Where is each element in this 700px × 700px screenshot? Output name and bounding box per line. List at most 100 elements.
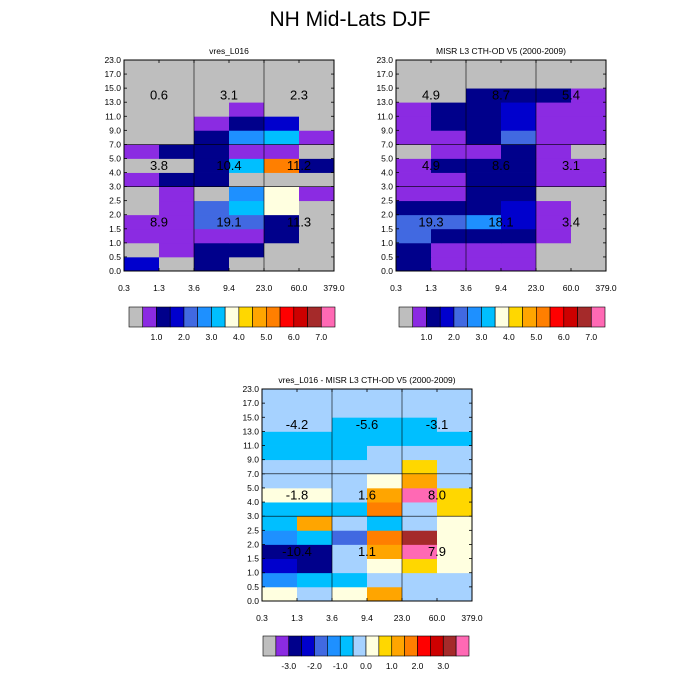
heatmap-cell — [437, 586, 473, 602]
heatmap-cell — [264, 256, 300, 272]
heatmap-cell — [262, 431, 298, 446]
heatmap-cell — [159, 200, 195, 216]
heatmap-cell — [229, 214, 265, 230]
heatmap-cell — [194, 186, 230, 202]
colorbar-box — [426, 306, 441, 328]
heatmap-cell — [402, 572, 438, 588]
group-value-label: 11.3 — [287, 214, 311, 229]
heatmap-cell — [264, 74, 300, 89]
heatmap-cell — [571, 200, 607, 216]
heatmap-cell — [466, 158, 502, 173]
y-tick-label: 4.0 — [109, 168, 121, 178]
heatmap-cell — [501, 116, 537, 131]
group-value-label: 7.9 — [428, 544, 446, 559]
colorbar-label: 1.0 — [151, 332, 163, 342]
heatmap-cell — [402, 473, 438, 489]
heatmap-cell — [466, 144, 502, 159]
colorbar-box — [417, 635, 431, 657]
colorbar-box — [365, 635, 380, 657]
heatmap-cell — [332, 445, 368, 461]
heatmap-cell — [437, 572, 473, 588]
colorbar-label: -3.0 — [281, 661, 296, 671]
heatmap-cell — [299, 158, 335, 173]
heatmap-cell — [124, 214, 160, 230]
y-tick-label: 13.0 — [376, 97, 393, 107]
heatmap-cell — [571, 144, 607, 159]
group-value-label: 0.6 — [150, 88, 168, 103]
heatmap-cell — [396, 102, 432, 117]
group-value-label: 3.8 — [150, 158, 168, 173]
group-value-label: 8.6 — [492, 158, 510, 173]
heatmap-cell — [396, 158, 432, 173]
heatmap-cell — [264, 116, 300, 131]
y-tick-label: 13.0 — [104, 97, 121, 107]
y-tick-label: 2.0 — [381, 210, 393, 220]
heatmap-cell — [501, 228, 537, 244]
colorbar-box — [320, 306, 336, 328]
heatmap-cell — [194, 242, 230, 258]
heatmap-cell — [262, 459, 298, 475]
group-value-label: 18.1 — [488, 214, 513, 229]
heatmap-cell — [536, 186, 572, 202]
y-tick-label: 9.0 — [381, 125, 393, 135]
colorbar-box — [412, 306, 427, 328]
heatmap-cell — [264, 88, 300, 103]
group-value-label: 1.1 — [358, 544, 376, 559]
x-tick-label: 60.0 — [563, 283, 580, 293]
y-tick-label: 0.0 — [247, 596, 259, 606]
heatmap-cell — [437, 473, 473, 489]
heatmap-cell — [297, 572, 333, 588]
heatmap-cell — [262, 473, 298, 489]
heatmap-cell — [124, 186, 160, 202]
heatmap-cell — [262, 516, 298, 531]
heatmap-cell — [264, 172, 300, 187]
heatmap-cell — [297, 586, 333, 602]
y-tick-label: 9.0 — [109, 125, 121, 135]
heatmap-cell — [297, 502, 333, 517]
heatmap-cell — [396, 256, 432, 272]
y-tick-label: 4.0 — [247, 497, 259, 507]
x-tick-label: 1.3 — [291, 613, 303, 623]
heatmap-cell — [194, 60, 230, 75]
colorbar-label: 5.0 — [530, 332, 542, 342]
colorbar-label: 3.0 — [475, 332, 487, 342]
colorbar-box — [577, 306, 592, 328]
heatmap-cell — [124, 144, 160, 159]
heatmap-cell — [262, 544, 298, 559]
y-tick-label: 17.0 — [376, 69, 393, 79]
colorbar-box — [314, 635, 328, 657]
panel-title: vres_L016 — [209, 46, 249, 56]
heatmap-cell — [402, 431, 438, 446]
heatmap-cell — [264, 200, 300, 216]
heatmap-cell — [501, 144, 537, 159]
heatmap-cell — [466, 130, 502, 145]
heatmap-cell — [571, 60, 607, 75]
heatmap-cell — [437, 544, 473, 559]
heatmap-cell — [402, 502, 438, 517]
heatmap-cell — [437, 431, 473, 446]
colorbar-box — [404, 635, 418, 657]
heatmap-cell — [367, 487, 403, 503]
colorbar-box — [398, 306, 414, 328]
group-value-label: -1.8 — [286, 488, 308, 503]
heatmap-cell — [262, 445, 298, 461]
heatmap-cell — [229, 200, 265, 216]
heatmap-cell — [299, 116, 335, 131]
heatmap-cell — [501, 102, 537, 117]
panel-observation: MISR L3 CTH-OD V5 (2000-2009) 0.0 0.5 1.0 1.… — [376, 46, 616, 293]
heatmap-cell — [332, 431, 368, 446]
y-tick-label: 3.0 — [109, 182, 121, 192]
y-tick-label: 23.0 — [376, 55, 393, 65]
heatmap-cell — [262, 558, 298, 574]
heatmap-cell — [229, 88, 265, 103]
y-tick-label: 0.5 — [247, 582, 259, 592]
y-tick-label: 1.5 — [381, 224, 393, 234]
group-value-label: 11.2 — [287, 158, 311, 173]
heatmap-cell — [396, 144, 432, 159]
group-value-label: -5.6 — [356, 417, 378, 432]
heatmap-cell — [431, 228, 467, 244]
heatmap-cell — [299, 74, 335, 89]
heatmap-cell — [367, 473, 403, 489]
heatmap-cell — [431, 242, 467, 258]
heatmap-cell — [536, 144, 572, 159]
